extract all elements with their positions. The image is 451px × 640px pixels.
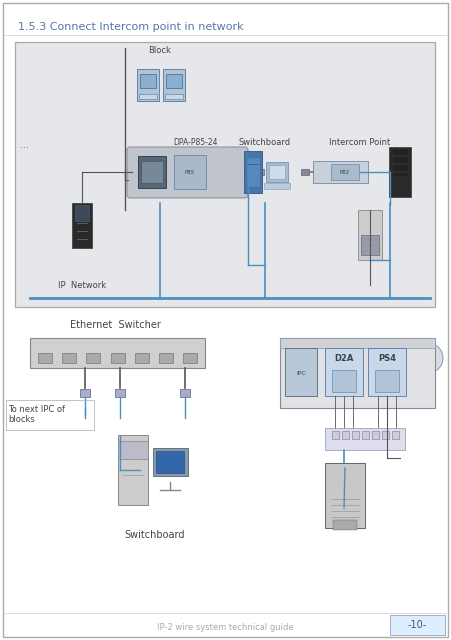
Bar <box>358 210 382 260</box>
Bar <box>333 520 357 530</box>
Circle shape <box>91 344 96 349</box>
Circle shape <box>413 343 443 373</box>
Bar <box>115 389 125 397</box>
Bar <box>80 389 90 397</box>
Bar <box>180 389 190 397</box>
Bar <box>137 69 159 101</box>
Bar <box>325 463 365 527</box>
Bar <box>75 205 89 221</box>
Text: IP  Network: IP Network <box>58 281 106 290</box>
Circle shape <box>67 344 72 349</box>
Bar <box>362 431 369 439</box>
Bar <box>141 161 163 183</box>
Text: P85: P85 <box>185 170 195 175</box>
Bar <box>264 183 290 189</box>
Circle shape <box>163 344 168 349</box>
Bar <box>135 353 149 363</box>
Bar <box>140 74 156 88</box>
Bar <box>392 431 399 439</box>
Bar <box>159 353 173 363</box>
Bar <box>163 69 185 101</box>
Bar <box>390 615 445 635</box>
Text: D2A: D2A <box>334 353 354 362</box>
Text: DPA-P85-24: DPA-P85-24 <box>173 138 217 147</box>
Bar <box>174 155 206 189</box>
Bar <box>382 431 389 439</box>
Text: Switchboard: Switchboard <box>125 530 185 540</box>
Bar <box>325 348 363 396</box>
Circle shape <box>115 344 120 349</box>
Bar <box>368 348 406 396</box>
Text: ...: ... <box>20 140 29 150</box>
Bar <box>72 202 92 248</box>
Circle shape <box>139 344 144 349</box>
Text: Switchboard: Switchboard <box>239 138 291 147</box>
Text: -10-: -10- <box>407 620 427 630</box>
Bar <box>330 483 360 508</box>
Bar <box>285 348 317 396</box>
Bar <box>331 497 339 503</box>
Text: Ethernet  Switcher: Ethernet Switcher <box>69 320 161 330</box>
Bar <box>325 428 405 450</box>
Bar <box>331 485 339 491</box>
Text: IP-2 wire system technical guide: IP-2 wire system technical guide <box>156 623 293 632</box>
Bar <box>165 93 183 99</box>
Bar <box>246 157 260 187</box>
Bar <box>269 165 285 179</box>
Circle shape <box>188 344 193 349</box>
Bar <box>118 435 148 505</box>
Text: Intercom Point: Intercom Point <box>329 138 391 147</box>
Bar <box>313 161 368 183</box>
Text: P82: P82 <box>340 170 350 175</box>
FancyBboxPatch shape <box>127 147 248 198</box>
Circle shape <box>363 220 377 234</box>
Bar <box>110 353 124 363</box>
Bar <box>332 370 356 392</box>
Bar <box>280 338 435 408</box>
Text: 1.5.3 Connect Intercom point in network: 1.5.3 Connect Intercom point in network <box>18 22 244 32</box>
Bar <box>86 353 100 363</box>
Bar <box>280 338 435 348</box>
Bar <box>118 441 148 459</box>
Bar <box>138 156 166 188</box>
Bar <box>348 497 356 503</box>
Circle shape <box>42 344 47 349</box>
Bar <box>348 485 356 491</box>
Bar <box>375 370 399 392</box>
Text: PS4: PS4 <box>378 353 396 362</box>
Bar <box>156 451 184 473</box>
Text: Block: Block <box>148 46 171 55</box>
Bar <box>244 151 262 193</box>
Bar <box>30 338 205 368</box>
Circle shape <box>339 473 351 485</box>
Bar <box>301 169 309 175</box>
Bar <box>352 431 359 439</box>
Bar <box>342 431 349 439</box>
Bar <box>38 353 52 363</box>
Bar <box>15 42 435 307</box>
Bar <box>361 235 379 255</box>
Text: IPC: IPC <box>296 371 306 376</box>
Circle shape <box>126 483 140 497</box>
Bar <box>266 162 288 182</box>
Bar <box>332 431 339 439</box>
Bar <box>183 353 197 363</box>
Bar <box>256 169 264 175</box>
Bar <box>389 147 411 197</box>
Bar <box>62 353 76 363</box>
Bar <box>372 431 379 439</box>
Circle shape <box>334 468 356 490</box>
Bar <box>331 164 359 180</box>
Text: To next IPC of
blocks: To next IPC of blocks <box>8 405 65 424</box>
Bar <box>152 448 188 476</box>
Bar <box>392 148 408 176</box>
Bar <box>6 400 94 430</box>
Bar <box>139 93 157 99</box>
Bar <box>166 74 182 88</box>
